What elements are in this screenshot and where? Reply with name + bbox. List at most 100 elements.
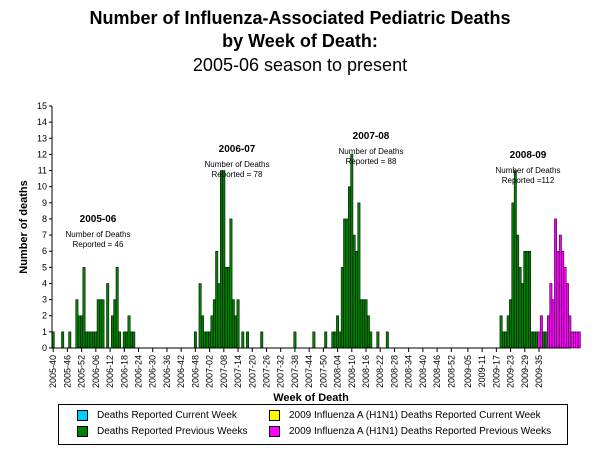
bar [115, 267, 119, 349]
bar [193, 331, 197, 349]
bar [246, 331, 249, 349]
x-tick-label: 2006-36 [162, 355, 172, 388]
bar [518, 267, 522, 349]
y-tick-label: 15 [37, 101, 47, 111]
x-tick-label: 2007-02 [205, 355, 215, 388]
bar [236, 299, 240, 349]
x-tick-label: 2007-26 [262, 355, 272, 388]
bar [539, 315, 543, 349]
x-axis-title: Week of Death [273, 392, 349, 404]
x-tick-label: 2009-29 [520, 355, 530, 388]
bar [525, 250, 529, 349]
x-tick-label: 2007-20 [247, 355, 257, 388]
bar [542, 331, 546, 349]
bar [224, 267, 228, 349]
bar [215, 250, 219, 349]
bar [220, 170, 223, 349]
bar [82, 267, 86, 349]
bar [94, 331, 98, 349]
bar [331, 331, 335, 349]
legend-label: Deaths Reported Current Week [97, 410, 237, 421]
x-tick-label: 2007-44 [304, 355, 314, 388]
bar [205, 331, 209, 349]
bar [96, 299, 100, 349]
bar [340, 267, 344, 349]
bar [324, 331, 328, 349]
legend-item-h1n1-previous-weeks: 2009 Influenza A (H1N1) Deaths Reported … [269, 426, 551, 437]
bar [523, 250, 527, 349]
y-tick-label: 12 [37, 149, 47, 159]
bar [549, 283, 553, 349]
x-tick-label: 2007-32 [276, 355, 286, 388]
bar [537, 331, 541, 349]
bar [573, 331, 576, 349]
bar [513, 170, 517, 349]
season-annotation-text: Number of Deaths [205, 160, 270, 169]
x-tick-label: 2008-16 [361, 355, 371, 388]
season-annotation-text: Number of Deaths [339, 147, 404, 156]
season-label: 2005-06 [80, 214, 117, 225]
y-tick-label: 14 [37, 117, 47, 127]
x-tick-label: 2006-42 [176, 355, 186, 388]
legend-label: 2009 Influenza A (H1N1) Deaths Reported … [289, 426, 552, 437]
bar [210, 315, 214, 349]
y-tick-label: 10 [37, 182, 47, 192]
bar [75, 299, 79, 349]
bar [369, 331, 373, 349]
bar [551, 299, 555, 349]
chart-title-line1: Number of Influenza-Associated Pediatric… [89, 8, 511, 28]
bar [201, 315, 204, 349]
x-tick-label: 2006-30 [148, 355, 158, 388]
y-tick-label: 13 [37, 133, 47, 143]
bar [511, 202, 515, 349]
legend-item-h1n1-current-week: 2009 Influenza A (H1N1) Deaths Reported … [269, 410, 541, 421]
x-tick-label: 2008-40 [418, 355, 428, 388]
y-tick-label: 7 [42, 230, 47, 240]
season-label: 2006-07 [219, 144, 256, 155]
bar [125, 331, 129, 349]
x-tick-label: 2008-10 [347, 355, 357, 388]
bar [229, 218, 233, 349]
y-tick-label: 5 [42, 262, 47, 272]
bar [198, 283, 202, 349]
legend-item-current-week: Deaths Reported Current Week [77, 410, 237, 421]
bar [520, 283, 524, 349]
x-tick-label: 2009-11 [477, 355, 487, 387]
bar [338, 331, 342, 349]
bar [345, 218, 349, 349]
legend-swatch [269, 426, 280, 437]
season-annotation-text: Reported = 88 [346, 157, 397, 166]
season-annotation-text: Reported =112 [502, 176, 555, 185]
bar [106, 283, 110, 349]
bar [293, 331, 297, 349]
bar [231, 299, 235, 349]
legend-swatch [269, 410, 280, 421]
bar [129, 331, 133, 349]
bar [312, 331, 316, 349]
x-tick-label: 2008-34 [404, 355, 414, 388]
y-tick-label: 6 [42, 246, 47, 256]
x-tick-label: 2006-18 [119, 355, 129, 388]
bar [532, 331, 536, 349]
bar [208, 331, 212, 349]
chart-subtitle: 2005-06 season to present [192, 55, 408, 75]
bar [260, 331, 264, 349]
legend-item-previous-weeks: Deaths Reported Previous Weeks [77, 426, 247, 437]
bar [241, 331, 245, 349]
bar [234, 315, 238, 349]
bar [566, 283, 569, 349]
bar [575, 331, 579, 349]
season-annotation-text: Number of Deaths [66, 230, 131, 239]
x-tick-label: 2009-05 [463, 355, 473, 388]
bar [499, 315, 503, 349]
x-tick-label: 2006-48 [190, 355, 200, 388]
y-tick-label: 11 [38, 166, 47, 176]
bar [535, 331, 539, 349]
legend-swatch [77, 426, 88, 437]
bar [222, 170, 226, 349]
x-tick-label: 2008-22 [375, 355, 385, 388]
x-tick-label: 2006-06 [91, 355, 101, 388]
y-tick-label: 9 [42, 198, 47, 208]
y-tick-label: 1 [42, 327, 47, 337]
